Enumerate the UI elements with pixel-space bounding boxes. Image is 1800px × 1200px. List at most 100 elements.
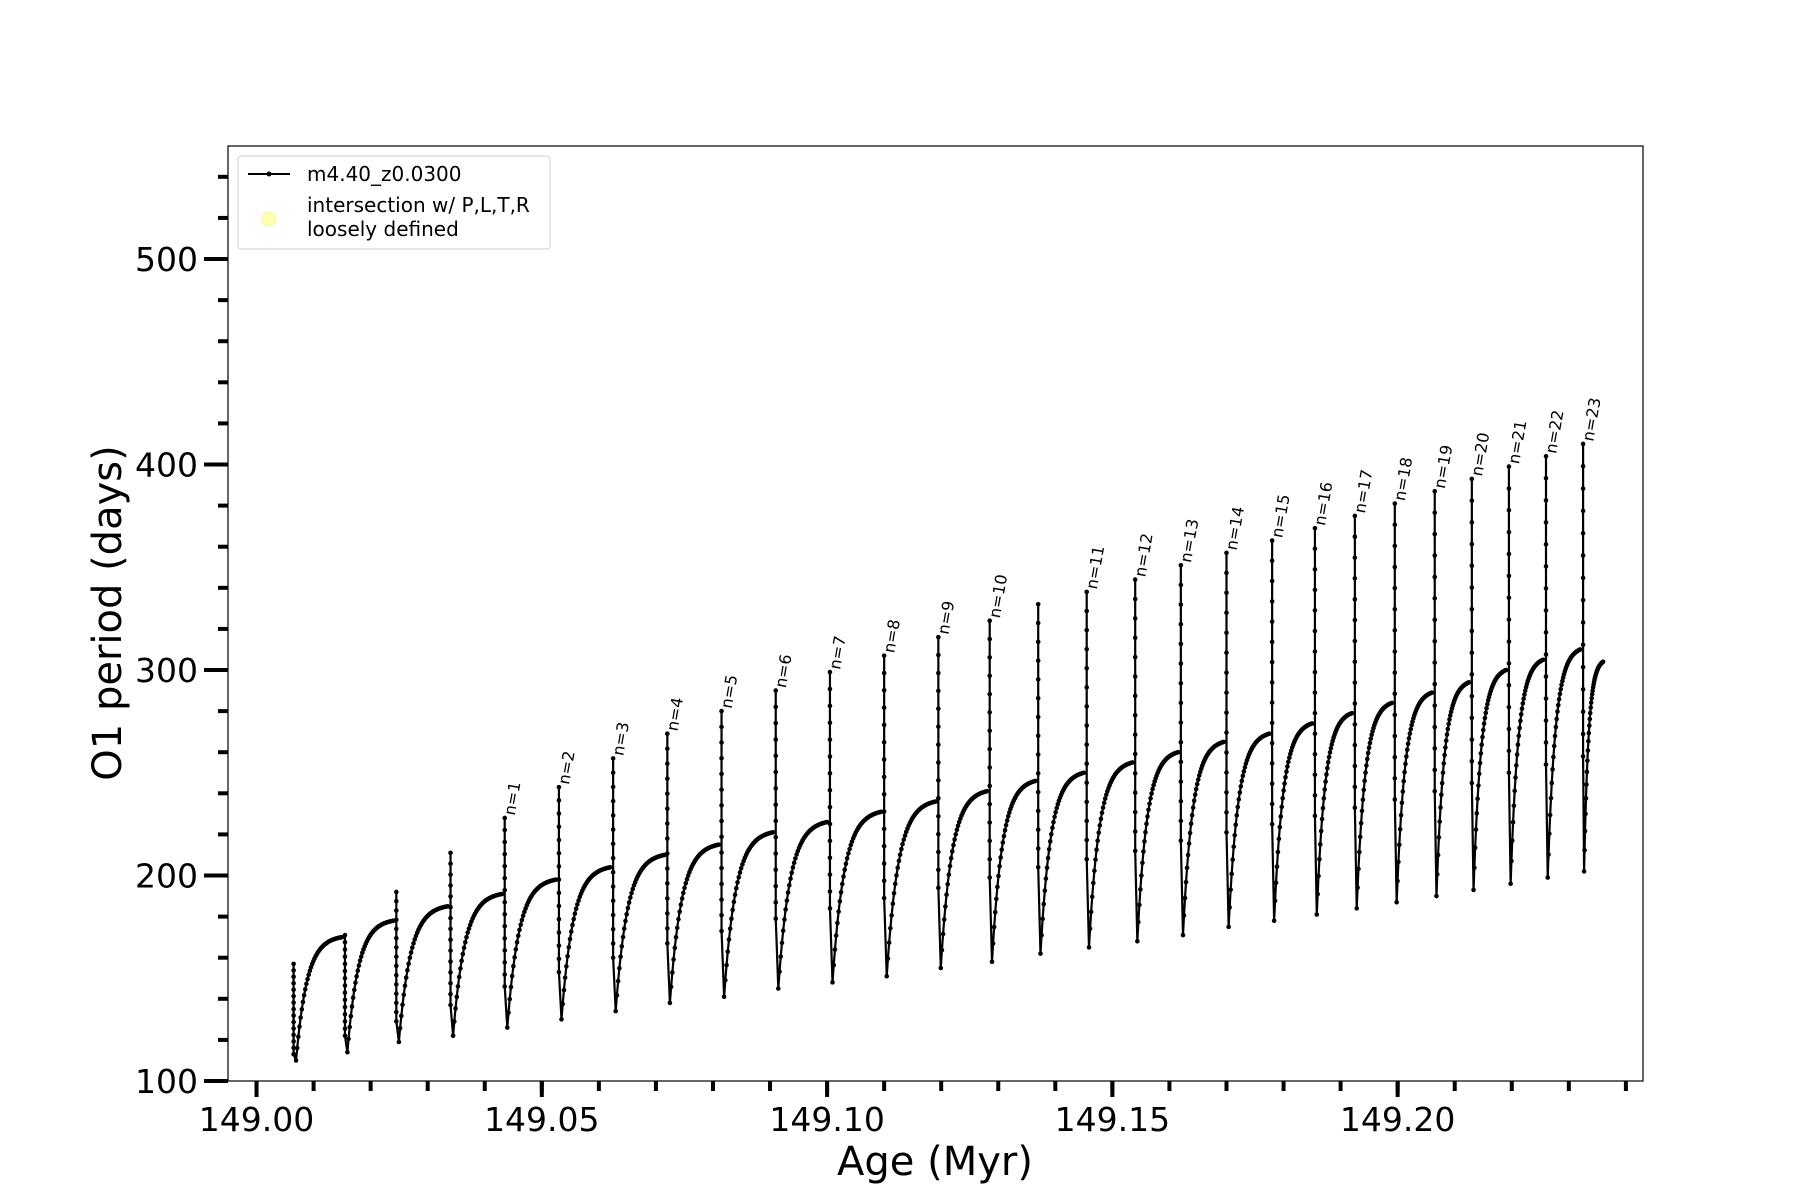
data-point [499, 891, 505, 897]
data-point [984, 788, 990, 794]
data-point [502, 863, 508, 869]
data-point [623, 918, 628, 924]
data-point [448, 970, 453, 975]
data-point [1506, 617, 1512, 622]
data-point [1224, 830, 1229, 835]
data-point [300, 999, 306, 1005]
data-point [1519, 706, 1525, 711]
data-point [1432, 660, 1438, 665]
data-point [725, 949, 731, 954]
data-point [1084, 837, 1089, 843]
data-point [1548, 795, 1554, 801]
data-point [987, 618, 992, 623]
data-point [1436, 835, 1442, 840]
data-point [448, 883, 453, 888]
data-point [1318, 842, 1323, 847]
data-point [740, 862, 745, 867]
data-point [610, 855, 616, 861]
data-point [1432, 724, 1438, 730]
data-point [1509, 838, 1515, 843]
data-point [719, 708, 724, 714]
data-point [1190, 805, 1196, 810]
data-point [1469, 759, 1475, 764]
data-point [1240, 773, 1246, 779]
data-point [1352, 638, 1358, 644]
data-point [1546, 852, 1551, 857]
data-point [779, 940, 785, 946]
data-point [502, 815, 508, 821]
data-point [1084, 761, 1089, 766]
data-point [830, 980, 835, 985]
data-point [1224, 590, 1229, 596]
data-point [1189, 812, 1195, 818]
data-point [788, 876, 793, 881]
data-point [294, 1045, 300, 1051]
data-point [832, 947, 838, 952]
data-point [1481, 721, 1487, 726]
data-point [342, 990, 348, 995]
data-point [1439, 792, 1444, 797]
data-point [342, 961, 348, 967]
data-point [773, 688, 779, 693]
data-point [1352, 742, 1358, 748]
data-point [1432, 617, 1438, 623]
data-point [1480, 734, 1485, 740]
data-point [1555, 702, 1561, 708]
data-point [1543, 718, 1549, 723]
data-point [1587, 723, 1592, 728]
data-point [1178, 602, 1184, 607]
data-point [1178, 720, 1184, 725]
data-point [346, 1036, 351, 1042]
data-point [405, 967, 410, 973]
data-point [843, 861, 849, 867]
data-point [394, 982, 399, 987]
data-point [1269, 821, 1275, 827]
data-point [1509, 858, 1514, 864]
data-point [881, 670, 887, 676]
data-point [1407, 731, 1413, 736]
data-point [1132, 771, 1138, 776]
data-point [1506, 726, 1512, 732]
data-point [1269, 720, 1275, 726]
data-point [727, 926, 733, 931]
data-point [1443, 738, 1449, 743]
data-point [1035, 714, 1041, 720]
data-point [1084, 799, 1089, 805]
data-point [1312, 793, 1318, 798]
data-point [1506, 748, 1512, 754]
data-point [1035, 677, 1041, 682]
data-point [1047, 839, 1053, 844]
data-point [1178, 779, 1184, 784]
data-point [1432, 767, 1438, 773]
data-point [951, 842, 956, 848]
data-point [625, 905, 631, 911]
data-point [719, 755, 724, 761]
data-point [936, 706, 941, 712]
data-point [556, 969, 562, 975]
data-point [992, 909, 998, 915]
data-point [1392, 606, 1398, 612]
data-point [1580, 508, 1586, 514]
data-point [1580, 553, 1586, 558]
data-point [881, 878, 887, 884]
data-point [1092, 868, 1097, 874]
data-point [1132, 616, 1138, 621]
data-point [1469, 715, 1475, 721]
data-point [1314, 912, 1320, 917]
data-point [1559, 682, 1564, 688]
data-point [773, 867, 779, 873]
data-point [566, 944, 572, 950]
data-point [1231, 844, 1237, 850]
data-point [1132, 848, 1138, 854]
data-point [519, 917, 525, 923]
data-point [1514, 763, 1519, 768]
data-point [939, 947, 945, 953]
data-point [998, 855, 1003, 860]
data-point [1466, 680, 1472, 685]
data-point [394, 963, 399, 969]
data-point [1516, 733, 1522, 739]
data-point [1102, 796, 1108, 801]
data-point [827, 804, 833, 810]
data-point [348, 1013, 354, 1019]
data-point [735, 880, 740, 885]
